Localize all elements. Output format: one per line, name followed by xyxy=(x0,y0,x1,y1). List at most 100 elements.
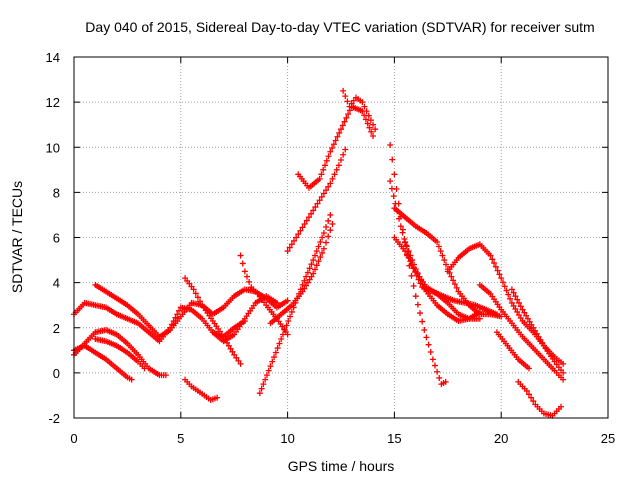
data-point xyxy=(315,243,322,250)
data-point xyxy=(436,374,443,381)
data-point xyxy=(418,277,425,284)
data-point xyxy=(516,311,522,318)
data-point xyxy=(172,314,179,321)
data-point xyxy=(273,299,280,306)
y-tick-label: 14 xyxy=(46,50,60,65)
x-tick-label: 10 xyxy=(280,431,294,446)
data-point xyxy=(306,276,313,283)
data-point xyxy=(558,403,565,410)
data-point xyxy=(388,185,395,192)
x-axis-label: GPS time / hours xyxy=(288,458,395,474)
data-point xyxy=(453,284,460,291)
series-track-6 xyxy=(182,275,244,367)
data-point xyxy=(341,118,348,125)
data-point xyxy=(320,229,327,236)
data-point xyxy=(265,367,272,374)
series-track-7 xyxy=(209,293,280,345)
data-point xyxy=(517,314,524,321)
data-point xyxy=(295,290,302,297)
data-point xyxy=(176,307,183,314)
series-track-11 xyxy=(284,146,349,255)
data-point xyxy=(391,171,398,178)
data-point xyxy=(403,242,410,249)
data-point xyxy=(508,286,515,293)
data-point xyxy=(389,156,396,163)
y-tick-label: -2 xyxy=(48,411,60,426)
data-point xyxy=(503,287,510,294)
data-point xyxy=(419,318,426,325)
data-point xyxy=(367,117,374,124)
series-track-17 xyxy=(391,205,505,320)
data-point xyxy=(271,354,278,361)
data-point xyxy=(514,296,521,303)
data-point xyxy=(310,270,317,277)
data-point xyxy=(476,315,483,322)
series-track-23 xyxy=(493,329,532,372)
grid xyxy=(74,57,608,418)
data-point xyxy=(260,381,267,388)
data-point xyxy=(505,291,512,298)
data-point xyxy=(197,298,204,305)
data-point xyxy=(494,267,501,274)
data-point xyxy=(525,365,532,372)
data-point xyxy=(283,322,290,329)
data-point xyxy=(293,234,300,241)
data-point xyxy=(399,229,406,236)
data-point xyxy=(501,283,508,290)
data-point xyxy=(325,233,332,240)
data-point xyxy=(344,98,351,105)
data-point xyxy=(498,313,505,320)
data-point xyxy=(141,365,148,372)
data-point xyxy=(498,275,505,282)
data-point xyxy=(233,354,240,361)
data-point xyxy=(295,231,302,238)
data-point xyxy=(262,376,269,383)
data-point xyxy=(323,157,330,164)
data-point xyxy=(308,261,315,268)
data-point xyxy=(287,313,294,320)
series-track-13 xyxy=(295,103,377,191)
data-point xyxy=(514,308,521,315)
series-track-5 xyxy=(92,336,148,372)
series-track-15 xyxy=(387,141,449,388)
data-point xyxy=(487,252,494,259)
data-point xyxy=(192,290,199,297)
data-point xyxy=(319,249,326,256)
data-point xyxy=(318,193,325,200)
data-point xyxy=(320,245,327,252)
data-point xyxy=(390,193,397,200)
data-point xyxy=(340,151,347,158)
data-point xyxy=(521,309,528,316)
data-point xyxy=(258,385,265,392)
data-point xyxy=(523,312,530,319)
data-point xyxy=(325,153,332,160)
data-point xyxy=(512,293,519,300)
axis-ticks: 0 5 10 15 20 25 -2 0 2 4 6 8 10 12 14 xyxy=(46,50,616,446)
data-point xyxy=(421,284,428,291)
data-point xyxy=(303,273,310,280)
data-point xyxy=(409,257,416,264)
data-point xyxy=(342,93,349,100)
data-point xyxy=(336,129,343,136)
data-point xyxy=(408,272,415,279)
data-point xyxy=(372,126,379,133)
data-point xyxy=(288,308,295,315)
data-point xyxy=(496,271,503,278)
data-point xyxy=(231,351,238,358)
data-point xyxy=(235,357,242,364)
data-point xyxy=(290,304,297,311)
data-point xyxy=(448,273,455,280)
data-point xyxy=(528,321,535,328)
data-point xyxy=(335,162,342,169)
data-point xyxy=(304,279,311,286)
data-point xyxy=(314,200,321,207)
data-point xyxy=(301,220,308,227)
data-point xyxy=(416,273,423,280)
y-tick-label: 12 xyxy=(46,95,60,110)
data-point xyxy=(128,376,135,383)
series-track-9 xyxy=(237,252,291,338)
data-point xyxy=(365,112,372,119)
data-point xyxy=(279,331,286,338)
x-tick-label: 15 xyxy=(387,431,401,446)
data-point xyxy=(345,111,352,118)
